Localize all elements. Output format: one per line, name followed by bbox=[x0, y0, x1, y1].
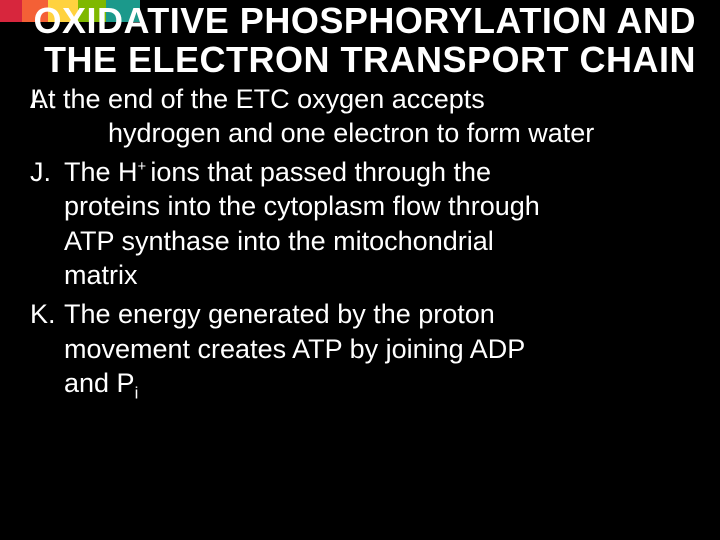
item-J-l3: ATP synthase into the mitochondrial bbox=[64, 226, 494, 256]
item-text: The energy generated by the proton movem… bbox=[64, 297, 690, 401]
item-I-line2: hydrogen and one electron to form water bbox=[64, 116, 690, 151]
item-K-l1: The energy generated by the proton bbox=[64, 299, 495, 329]
item-marker: K. bbox=[30, 297, 64, 401]
item-text: The H+ ions that passed through the prot… bbox=[64, 155, 690, 293]
item-J-l4: matrix bbox=[64, 260, 138, 290]
item-K-l3pre: and P bbox=[64, 368, 135, 398]
body-list: I. At the end of the ETC oxygen accepts … bbox=[30, 82, 690, 401]
item-marker: J. bbox=[30, 155, 64, 293]
item-I-line1: At the end of the ETC oxygen accepts bbox=[30, 84, 485, 114]
item-J-pre: The H bbox=[64, 157, 138, 187]
slide: OXIDATIVE PHOSPHORYLATION AND THE ELECTR… bbox=[0, 0, 720, 540]
subscript-i: i bbox=[135, 384, 139, 403]
item-J-post1: ions that passed through the bbox=[150, 157, 491, 187]
list-item-I: I. At the end of the ETC oxygen accepts … bbox=[30, 82, 690, 151]
item-J-l2: proteins into the cytoplasm flow through bbox=[64, 191, 540, 221]
item-K-l2: movement creates ATP by joining ADP bbox=[64, 334, 525, 364]
slide-title: OXIDATIVE PHOSPHORYLATION AND THE ELECTR… bbox=[30, 2, 696, 80]
item-text: At the end of the ETC oxygen accepts hyd… bbox=[64, 82, 690, 151]
superscript-plus: + bbox=[138, 159, 151, 175]
list-item-J: J. The H+ ions that passed through the p… bbox=[30, 155, 690, 293]
list-item-K: K. The energy generated by the proton mo… bbox=[30, 297, 690, 401]
